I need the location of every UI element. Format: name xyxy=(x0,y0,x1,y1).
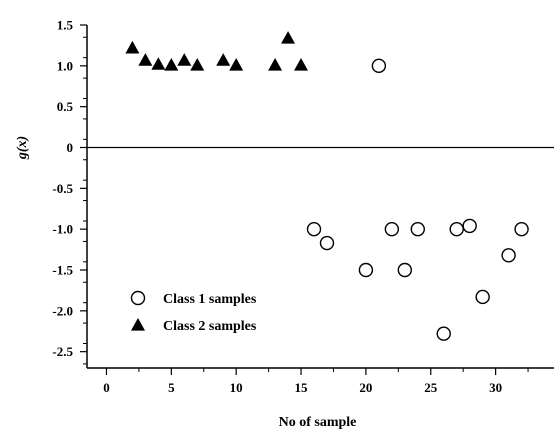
legend-label: Class 1 samples xyxy=(163,292,257,307)
class-1-point xyxy=(436,326,451,341)
legend-label: Class 2 samples xyxy=(163,319,257,334)
legend-circle-marker xyxy=(130,290,146,306)
class-2-point xyxy=(177,53,192,66)
class-1-point xyxy=(501,248,516,263)
class-2-point xyxy=(268,58,283,71)
class-1-point xyxy=(358,262,374,278)
y-tick-label: 0 xyxy=(67,140,74,155)
legend: Class 1 samples Class 2 samples xyxy=(130,290,257,334)
class-2-point xyxy=(125,40,140,54)
x-axis-title: No of sample xyxy=(279,415,357,430)
y-tick-label: -2.5 xyxy=(52,344,73,359)
x-tick-label: 15 xyxy=(295,380,309,395)
class-2-point xyxy=(294,58,309,71)
y-axis-ticks: 1.5 1.0 0.5 0 -0.5 -1.0 -1.5 -2.0 -2.5 xyxy=(52,18,87,365)
class-1-point xyxy=(371,58,387,74)
class-2-point xyxy=(281,31,296,44)
class-2-point xyxy=(151,57,166,70)
class-1-point xyxy=(397,262,413,278)
class-1-point xyxy=(384,221,400,237)
y-tick-label: 1.0 xyxy=(57,58,73,73)
class-1-point xyxy=(514,221,529,237)
x-tick-label: 30 xyxy=(489,380,502,395)
y-tick-label: -1.0 xyxy=(52,222,73,237)
class-2-point xyxy=(138,53,153,66)
class-1-point xyxy=(410,221,425,237)
legend-triangle-marker xyxy=(131,318,145,331)
class-2-point xyxy=(190,58,205,71)
y-tick-label: -1.5 xyxy=(52,263,73,278)
x-tick-label: 20 xyxy=(359,380,372,395)
y-tick-label: -2.0 xyxy=(52,303,73,318)
x-tick-label: 5 xyxy=(168,380,175,395)
y-tick-label: 1.5 xyxy=(57,18,74,33)
class-1-point xyxy=(449,221,464,237)
x-tick-label: 10 xyxy=(230,380,243,395)
class-2-point xyxy=(164,58,179,71)
data-points xyxy=(125,31,529,341)
plot-frame xyxy=(86,25,554,369)
y-tick-label: 0.5 xyxy=(57,99,74,114)
class-2-point xyxy=(229,58,244,71)
class-1-point xyxy=(319,235,335,251)
class-1-point xyxy=(462,218,477,234)
x-tick-label: 0 xyxy=(103,380,110,395)
x-tick-label: 25 xyxy=(424,380,438,395)
y-tick-label: -0.5 xyxy=(52,181,73,196)
class-2-point xyxy=(216,53,231,66)
y-axis-title: g(x) xyxy=(15,136,30,160)
class-1-point xyxy=(475,289,490,305)
x-axis-ticks: 0 5 10 15 20 25 30 xyxy=(103,368,529,395)
class-1-point xyxy=(306,221,322,237)
